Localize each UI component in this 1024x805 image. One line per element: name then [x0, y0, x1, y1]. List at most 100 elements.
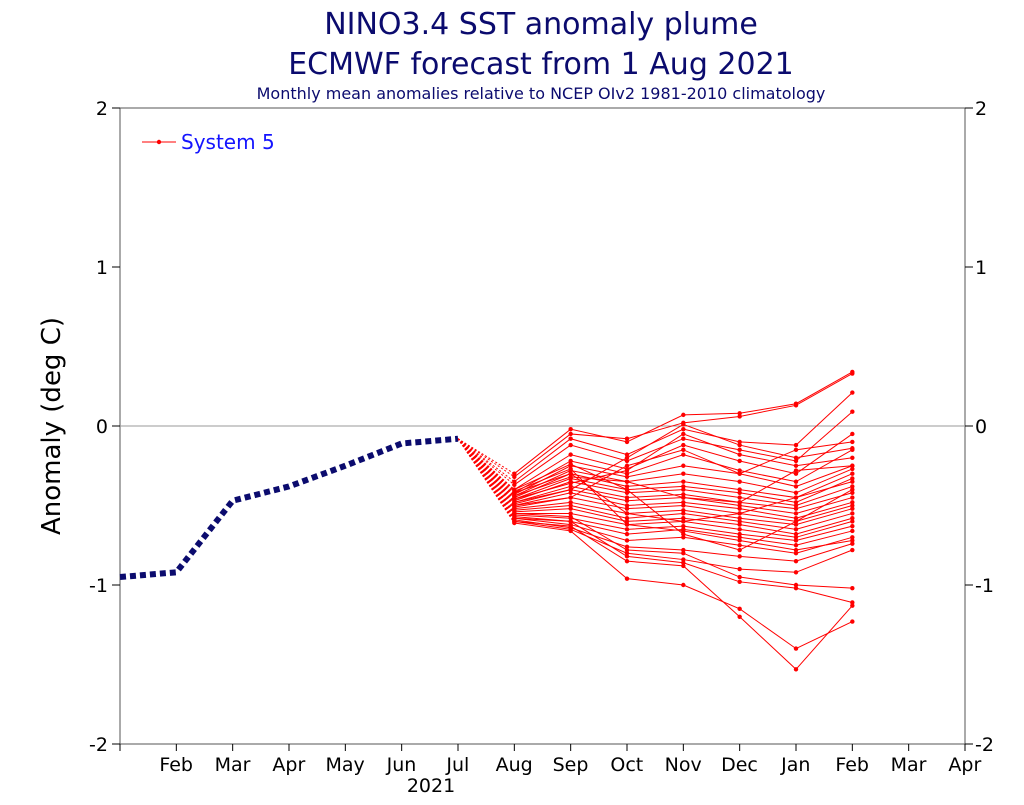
forecast-point [568, 452, 573, 457]
forecast-point [737, 543, 742, 548]
forecast-connector [457, 438, 515, 524]
forecast-point [568, 431, 573, 437]
forecast-point [737, 531, 742, 537]
forecast-connector [457, 438, 515, 514]
forecast-point [850, 600, 855, 605]
forecast-point [512, 511, 517, 516]
forecast-point [681, 487, 686, 492]
forecast-point [850, 487, 855, 492]
forecast-point [737, 574, 742, 580]
forecast-point [681, 560, 686, 565]
forecast-point [737, 452, 742, 457]
y-tick-label-left: 0 [96, 416, 108, 438]
chart-subtitle: ECMWF forecast from 1 Aug 2021 [288, 47, 794, 82]
forecast-point [624, 471, 630, 476]
forecast-point [793, 447, 799, 453]
forecast-point [624, 544, 630, 550]
forecast-point [624, 468, 630, 473]
x-tick-label: Jul [445, 754, 469, 776]
x-tick-label: Apr [272, 754, 305, 776]
forecast-point [737, 516, 742, 521]
forecast-point [681, 412, 686, 418]
forecast-point [624, 458, 630, 464]
forecast-point [793, 455, 799, 460]
forecast-point [737, 547, 742, 553]
forecast-point [737, 479, 742, 484]
forecast-point [793, 500, 799, 505]
forecast-point [793, 442, 799, 448]
forecast-point [737, 487, 742, 492]
forecast-connector [457, 438, 515, 490]
forecast-point [793, 570, 799, 575]
forecast-point [737, 606, 742, 612]
forecast-point [681, 523, 686, 529]
forecast-point [737, 519, 742, 524]
forecast-point [737, 447, 742, 453]
forecast-point [850, 476, 855, 481]
forecast-connector [457, 438, 515, 494]
forecast-point [624, 511, 630, 516]
forecast-point [624, 498, 630, 503]
forecast-point [568, 436, 573, 441]
forecast-point [850, 471, 855, 476]
forecast-point [850, 538, 855, 543]
forecast-point [850, 547, 855, 553]
forecast-point [681, 471, 686, 476]
forecast-point [850, 528, 855, 534]
forecast-connector [457, 438, 515, 494]
y-tick-label-right: 2 [975, 98, 987, 120]
forecast-connector [457, 438, 515, 478]
forecast-point [624, 495, 630, 500]
y-tick-label-left: 1 [96, 257, 108, 279]
forecast-point [568, 500, 573, 505]
forecast-point [681, 519, 686, 524]
forecast-point [568, 490, 573, 495]
forecast-point [850, 495, 855, 500]
forecast-point [850, 535, 855, 540]
forecast-point [737, 411, 742, 416]
forecast-point [512, 496, 517, 502]
forecast-point [737, 439, 742, 445]
forecast-point [737, 468, 742, 473]
x-tick-label: Nov [665, 754, 702, 776]
forecast-point [737, 458, 742, 464]
legend-label: System 5 [181, 130, 275, 154]
x-tick-label: Mar [215, 754, 251, 776]
forecast-point [850, 431, 855, 437]
x-tick-label: Apr [948, 754, 981, 776]
forecast-point [850, 446, 855, 451]
forecast-point [624, 474, 630, 480]
forecast-connector [457, 438, 515, 514]
forecast-point [624, 452, 630, 457]
forecast-point [681, 551, 686, 556]
forecast-point [624, 455, 630, 460]
forecast-connector [457, 438, 515, 506]
year-label: 2021 [407, 775, 455, 797]
forecast-point [737, 495, 742, 500]
forecast-point [850, 503, 855, 508]
forecast-point [793, 516, 799, 521]
forecast-point [568, 487, 573, 492]
forecast-point [681, 516, 686, 521]
forecast-point [512, 519, 517, 524]
forecast-point [624, 503, 630, 508]
forecast-point [737, 522, 742, 527]
forecast-point [681, 495, 686, 500]
forecast-point [681, 442, 686, 448]
legend-marker-icon [156, 139, 162, 145]
x-tick-label: Dec [721, 754, 758, 776]
forecast-point [681, 531, 686, 537]
forecast-point [850, 523, 855, 529]
forecast-point [681, 436, 686, 441]
forecast-point [624, 531, 630, 537]
forecast-point [568, 495, 573, 500]
forecast-point [793, 547, 799, 553]
forecast-point [568, 474, 573, 480]
x-tick-label: Feb [835, 754, 869, 776]
forecast-point [793, 582, 799, 588]
forecast-point [850, 603, 855, 608]
chart-title: NINO3.4 SST anomaly plume [324, 7, 758, 42]
forecast-point [568, 484, 573, 489]
forecast-point [737, 442, 742, 448]
